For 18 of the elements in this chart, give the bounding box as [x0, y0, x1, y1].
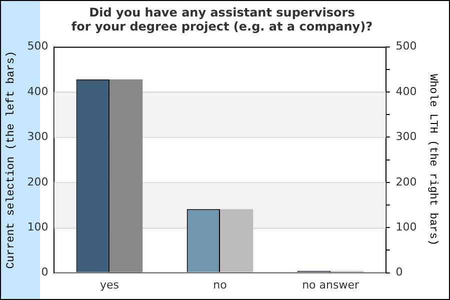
y-tick-label: 100: [27, 220, 48, 234]
y2-tick-label: 0: [396, 266, 403, 279]
y2-tick-label: 500: [396, 40, 417, 53]
y-tick-label: 200: [27, 175, 48, 188]
x-tick-label: no: [213, 278, 228, 292]
x-tick-label: no answer: [302, 278, 360, 292]
y-tick-label: 400: [27, 84, 48, 98]
y2-axis-title: Whole LTH (the right bars): [426, 74, 438, 246]
y2-tick-label: 200: [396, 175, 417, 188]
y-tick-label: 300: [27, 130, 48, 144]
x-tick-label: yes: [100, 278, 120, 292]
chart-title: Did you have any assistant supervisors for your degree project (e.g. at a company)?: [71, 5, 373, 34]
y-tick-label: 0: [41, 266, 48, 279]
y-axis-title: Current selection (the left bars): [6, 50, 18, 269]
y2-tick-label: 300: [396, 130, 417, 144]
y2-tick-label: 400: [396, 84, 417, 98]
y-tick-label: 500: [27, 40, 48, 53]
y2-tick-label: 100: [396, 220, 417, 234]
